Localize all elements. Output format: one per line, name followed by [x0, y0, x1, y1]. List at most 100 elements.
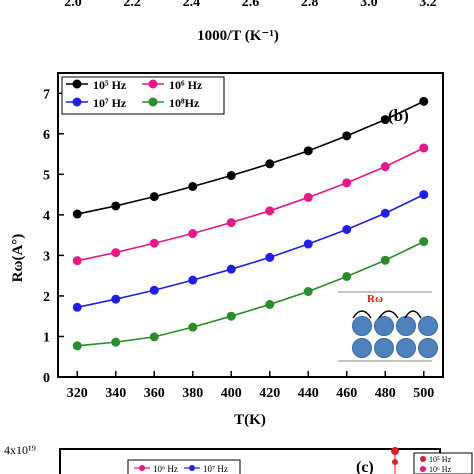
inset-site-circle — [418, 316, 438, 336]
legend-entry-label: 10⁶ Hz — [169, 78, 203, 92]
legend-marker — [72, 79, 82, 89]
data-point — [265, 206, 275, 216]
data-point — [380, 255, 390, 265]
panel-c-inner-legend — [127, 459, 241, 474]
x-tick-label: 380 — [182, 386, 203, 401]
y-tick-label: 5 — [43, 168, 50, 183]
data-point — [265, 252, 275, 262]
top-strip: 2.0 2.2 2.4 2.6 2.8 3.0 3.2 1000/T (K⁻¹) — [64, 0, 437, 44]
x-tick-label: 400 — [221, 386, 242, 401]
y-tick-label: 0 — [43, 371, 50, 386]
x-tick-label: 360 — [144, 386, 165, 401]
data-point — [111, 248, 121, 258]
data-point — [149, 285, 159, 295]
data-point — [188, 322, 198, 332]
x-tick-label: 440 — [298, 386, 319, 401]
top-strip-xlabel: 1000/T (K⁻¹) — [197, 28, 279, 44]
inset-site-circle — [396, 316, 416, 336]
inset-label: Rω — [367, 293, 383, 305]
y-tick-label: 7 — [43, 87, 50, 102]
data-point — [111, 337, 121, 347]
data-point — [303, 286, 313, 296]
data-point — [188, 229, 198, 239]
y-tick-label: 1 — [43, 330, 50, 345]
data-point — [149, 192, 159, 202]
data-point — [342, 224, 352, 234]
legend-box — [61, 76, 225, 115]
top-tick-label: 2.6 — [242, 0, 260, 10]
data-point — [188, 181, 198, 191]
legend-entry-label: 10⁵ Hz — [93, 78, 127, 92]
series-line-2 — [77, 193, 425, 309]
data-point — [188, 275, 198, 285]
y-tick-label: 2 — [43, 290, 50, 305]
legend-marker — [72, 97, 82, 107]
data-point — [111, 201, 121, 211]
bottom-strip: 4x10¹⁹ 10⁶ Hz 10⁷ Hz (c) 10⁵ Hz 10⁶ Hz — [4, 443, 473, 474]
data-point — [72, 209, 82, 219]
x-tick-label: 500 — [413, 386, 434, 401]
data-point — [72, 256, 82, 266]
series-line-3 — [77, 240, 425, 347]
data-point — [226, 218, 236, 228]
data-point — [303, 146, 313, 156]
data-point — [419, 143, 429, 153]
data-point — [342, 271, 352, 281]
inset-site-circle — [352, 338, 372, 358]
x-tick-label: 460 — [336, 386, 357, 401]
plot-frame — [57, 72, 444, 378]
panel-c-y-tick: 4x10¹⁹ — [4, 443, 36, 457]
y-tick-label: 6 — [43, 128, 50, 143]
data-point — [342, 178, 352, 188]
legend-entry-label: 10⁸Hz — [169, 96, 200, 110]
panel-c-frame — [59, 448, 441, 474]
data-point — [419, 237, 429, 247]
top-tick-label: 2.4 — [183, 0, 201, 10]
x-tick-label: 340 — [105, 386, 126, 401]
data-point — [380, 208, 390, 218]
data-point — [265, 159, 275, 169]
top-tick-label: 3.2 — [419, 0, 437, 10]
data-point — [303, 239, 313, 249]
legend-entry-label: 10⁷ Hz — [93, 96, 127, 110]
panel-label-c: (c) — [356, 459, 374, 474]
x-tick-label: 420 — [259, 386, 280, 401]
x-tick-label: 320 — [67, 386, 88, 401]
x-tick-label: 480 — [375, 386, 396, 401]
panel-c-inner-legend-2: 10⁷ Hz — [203, 464, 228, 474]
data-point — [149, 332, 159, 342]
top-tick-label: 3.0 — [360, 0, 378, 10]
y-tick-label: 3 — [43, 249, 50, 264]
data-point — [149, 238, 159, 248]
inset-site-circle — [374, 316, 394, 336]
data-point — [265, 299, 275, 309]
data-point — [342, 131, 352, 141]
data-point — [111, 294, 121, 304]
data-point — [303, 192, 313, 202]
panel-c-legend-2: 10⁶ Hz — [429, 465, 452, 474]
data-point — [380, 115, 390, 125]
panel-c-legend-1: 10⁵ Hz — [429, 455, 452, 464]
x-axis-label: T(K) — [234, 412, 266, 428]
legend-marker — [148, 97, 158, 107]
series-line-0 — [77, 100, 425, 215]
hop-arc-3 — [404, 310, 422, 319]
data-point — [419, 190, 429, 200]
legend-marker — [148, 79, 158, 89]
data-point — [419, 96, 429, 106]
data-point — [226, 264, 236, 274]
panel-c-legend — [413, 452, 473, 474]
data-point — [380, 162, 390, 172]
y-axis-label: Rω(A°) — [10, 234, 26, 283]
data-point — [72, 302, 82, 312]
inset-site-circle — [352, 316, 372, 336]
data-point — [72, 341, 82, 351]
hop-arc-1 — [352, 310, 372, 319]
inset-site-circle — [374, 338, 394, 358]
top-tick-label: 2.8 — [301, 0, 319, 10]
inset-site-circle — [418, 338, 438, 358]
data-point — [226, 311, 236, 321]
y-tick-label: 4 — [43, 209, 50, 224]
inset-site-circle — [396, 338, 416, 358]
top-tick-label: 2.0 — [64, 0, 82, 10]
